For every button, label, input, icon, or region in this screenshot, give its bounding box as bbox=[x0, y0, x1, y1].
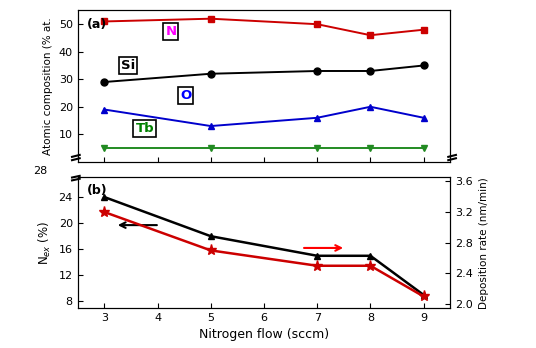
Y-axis label: Atomic composition (% at.: Atomic composition (% at. bbox=[43, 17, 53, 155]
Text: (a): (a) bbox=[87, 18, 107, 31]
Text: O: O bbox=[180, 89, 191, 102]
Y-axis label: N$_{ex}$ (%): N$_{ex}$ (%) bbox=[37, 221, 53, 265]
Y-axis label: Deposition rate (nm/min): Deposition rate (nm/min) bbox=[479, 177, 488, 309]
Text: 28: 28 bbox=[33, 166, 48, 176]
Text: (b): (b) bbox=[87, 184, 108, 197]
X-axis label: Nitrogen flow (sccm): Nitrogen flow (sccm) bbox=[199, 329, 329, 341]
Text: Tb: Tb bbox=[136, 121, 154, 135]
Text: Si: Si bbox=[121, 59, 135, 72]
Text: N: N bbox=[165, 25, 176, 38]
